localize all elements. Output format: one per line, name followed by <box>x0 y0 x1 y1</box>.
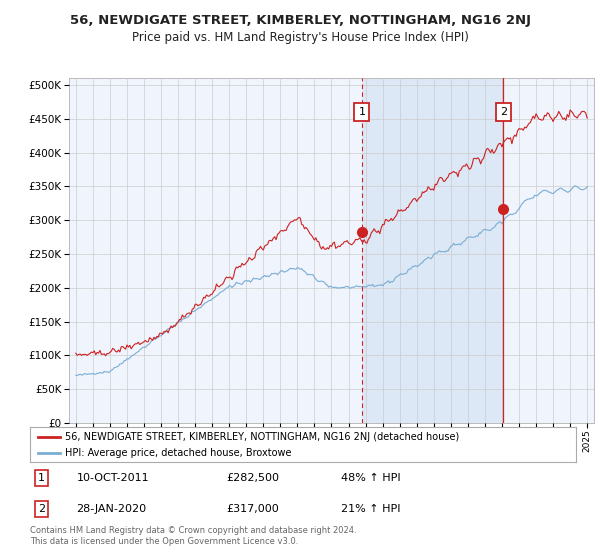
Text: 28-JAN-2020: 28-JAN-2020 <box>76 504 146 514</box>
Text: 1: 1 <box>358 107 365 117</box>
Text: 48% ↑ HPI: 48% ↑ HPI <box>341 473 401 483</box>
Text: HPI: Average price, detached house, Broxtowe: HPI: Average price, detached house, Brox… <box>65 449 292 458</box>
Text: 56, NEWDIGATE STREET, KIMBERLEY, NOTTINGHAM, NG16 2NJ: 56, NEWDIGATE STREET, KIMBERLEY, NOTTING… <box>70 14 530 27</box>
Text: 1: 1 <box>38 473 45 483</box>
Text: Contains HM Land Registry data © Crown copyright and database right 2024.
This d: Contains HM Land Registry data © Crown c… <box>30 526 356 546</box>
Text: Price paid vs. HM Land Registry's House Price Index (HPI): Price paid vs. HM Land Registry's House … <box>131 31 469 44</box>
Text: £282,500: £282,500 <box>227 473 280 483</box>
Text: 10-OCT-2011: 10-OCT-2011 <box>76 473 149 483</box>
Text: 2: 2 <box>38 504 46 514</box>
Text: 2: 2 <box>500 107 507 117</box>
Text: 21% ↑ HPI: 21% ↑ HPI <box>341 504 401 514</box>
Text: 56, NEWDIGATE STREET, KIMBERLEY, NOTTINGHAM, NG16 2NJ (detached house): 56, NEWDIGATE STREET, KIMBERLEY, NOTTING… <box>65 432 460 442</box>
Bar <box>362 78 503 423</box>
Text: £317,000: £317,000 <box>227 504 280 514</box>
